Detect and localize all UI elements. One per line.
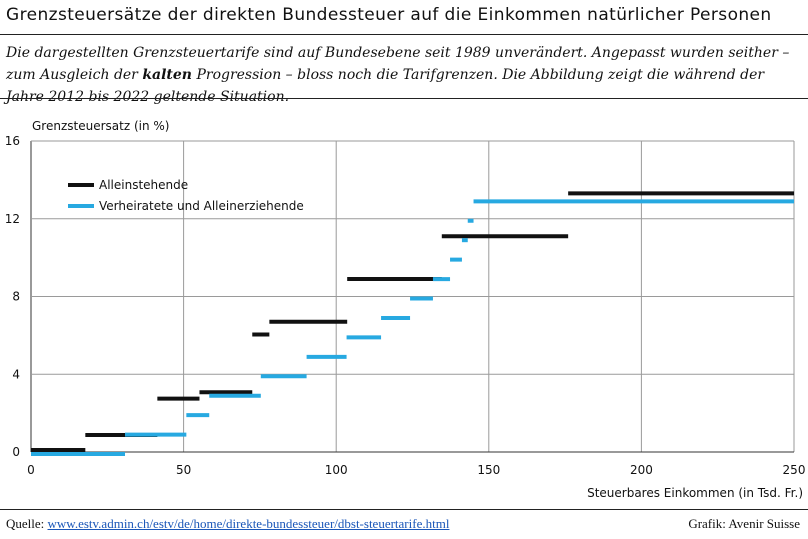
y-tick-label: 12 (5, 212, 20, 226)
x-tick-label: 100 (325, 463, 348, 477)
x-axis-label: Steuerbares Einkommen (in Tsd. Fr.) (587, 486, 803, 500)
series-1 (31, 191, 794, 452)
chart-title: Grenzsteuersätze der direkten Bundessteu… (6, 5, 772, 25)
legend-label: Verheiratete und Alleinerziehende (99, 199, 304, 213)
y-tick-label: 8 (12, 290, 20, 304)
subtitle-rule (0, 98, 808, 99)
source-note: Quelle: www.estv.admin.ch/estv/de/home/d… (6, 516, 449, 532)
subtitle-part-2: Progression – bloss noch die Tarifgrenze… (6, 67, 765, 105)
series-lines (31, 191, 794, 456)
x-tick-label: 0 (27, 463, 35, 477)
legend-label: Alleinstehende (99, 178, 188, 192)
y-axis-label: Grenzsteuersatz (in %) (32, 119, 169, 133)
y-tick-label: 0 (12, 445, 20, 459)
chart-subtitle: Die dargestellten Grenzsteuertarife sind… (6, 42, 804, 108)
legend: Alleinstehende Verheiratete und Alleinerz… (68, 178, 304, 213)
tick-labels: 0 50 100 150 200 250 0 4 8 12 16 (5, 134, 806, 477)
y-tick-label: 16 (5, 134, 20, 148)
credit-note: Grafik: Avenir Suisse (688, 516, 800, 531)
subtitle-part-1: Die dargestellten Grenzsteuertarife sind… (6, 45, 790, 83)
chart-area: 0 50 100 150 200 250 0 4 8 12 16 Grenzsteuersatz (… (5, 119, 806, 500)
x-tick-label: 50 (176, 463, 191, 477)
source-link[interactable]: www.estv.admin.ch/estv/de/home/direkte-b… (47, 516, 450, 531)
x-tick-label: 150 (477, 463, 500, 477)
y-tick-label: 4 (12, 367, 20, 381)
series-2 (31, 199, 794, 456)
source-label: Quelle: (6, 516, 48, 531)
footer-rule (0, 509, 808, 510)
subtitle-bold: kalten (142, 67, 192, 83)
x-tick-label: 250 (783, 463, 806, 477)
title-rule (0, 34, 808, 35)
x-tick-label: 200 (630, 463, 653, 477)
